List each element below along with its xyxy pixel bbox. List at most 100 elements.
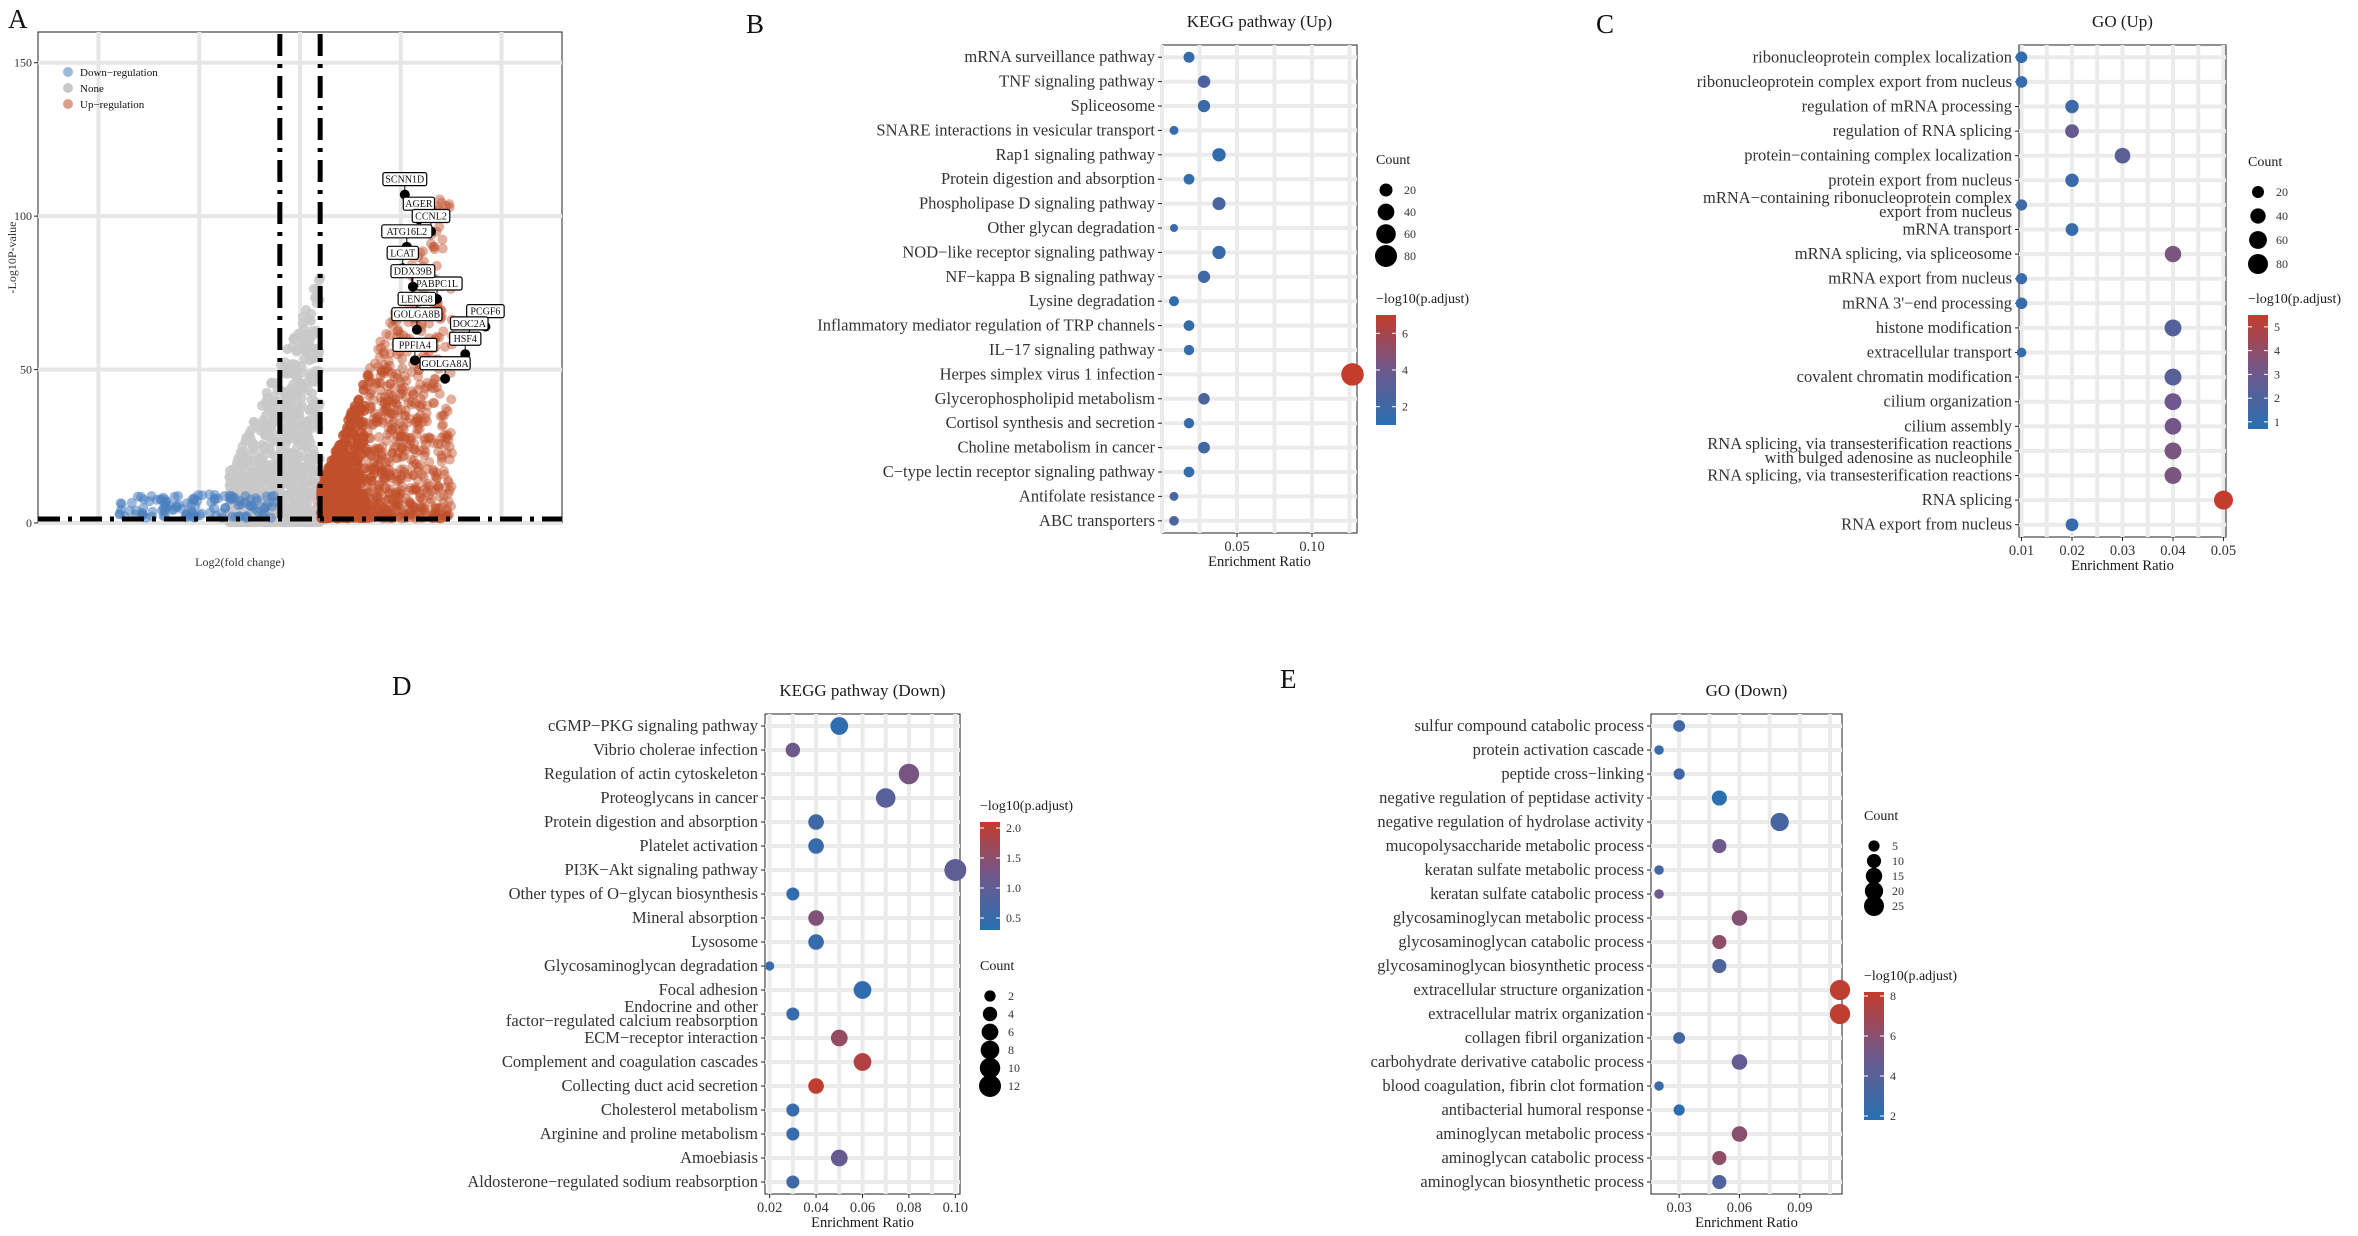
up-point: [396, 443, 407, 454]
up-point: [407, 460, 418, 471]
up-point: [421, 416, 432, 427]
legend-title: Count: [1864, 809, 1898, 824]
up-point: [436, 450, 447, 461]
colorbar: [2248, 315, 2268, 429]
up-point: [351, 493, 362, 504]
up-point: [385, 427, 396, 438]
up-point: [337, 495, 348, 506]
up-point: [419, 484, 430, 495]
up-point: [370, 495, 381, 506]
up-point: [345, 426, 356, 437]
none-point: [248, 416, 259, 427]
up-point: [438, 419, 449, 430]
x-tick-label: 0.10: [1299, 539, 1324, 555]
up-point: [383, 505, 394, 516]
up-point: [375, 336, 386, 347]
up-point: [353, 440, 364, 451]
up-point: [428, 397, 439, 408]
up-point: [413, 420, 424, 431]
up-point: [381, 435, 392, 446]
up-point: [415, 459, 426, 470]
up-point: [368, 395, 379, 406]
up-point: [382, 507, 393, 518]
legend-label: 6: [1890, 1029, 1896, 1043]
legend-key: [1379, 183, 1393, 197]
up-point: [393, 448, 404, 459]
up-point: [371, 508, 382, 519]
up-point: [428, 241, 439, 252]
up-point: [397, 353, 408, 364]
up-point: [401, 375, 412, 386]
down-point: [169, 491, 180, 502]
category-label: peptide cross−linking: [1501, 764, 1644, 783]
up-point: [366, 385, 377, 396]
up-point: [440, 439, 451, 450]
up-point: [415, 503, 426, 514]
up-point: [436, 502, 447, 513]
chart-title: GO (Up): [2092, 12, 2153, 31]
legend-label: 4: [1008, 1007, 1014, 1021]
up-point: [383, 453, 394, 464]
up-point: [394, 492, 405, 503]
up-point: [434, 221, 445, 232]
up-point: [420, 505, 431, 516]
data-point: [1673, 768, 1685, 780]
none-point: [268, 410, 279, 421]
category-label: extracellular transport: [1867, 343, 2013, 362]
up-point: [394, 328, 405, 339]
up-point: [374, 487, 385, 498]
data-point: [2065, 99, 2079, 114]
x-tick-label: 0.05: [2211, 543, 2236, 559]
gene-label: LENG8: [401, 294, 433, 305]
up-point: [366, 463, 377, 474]
panel-e: E GO (Down) sulfur compound catabolic proc…: [1280, 664, 1957, 1231]
up-point: [337, 430, 348, 441]
up-point: [369, 358, 380, 369]
none-point: [298, 469, 309, 480]
up-point: [370, 464, 381, 475]
up-point: [372, 417, 383, 428]
data-point: [808, 910, 824, 926]
up-point: [422, 464, 433, 475]
up-point: [426, 238, 437, 249]
up-point: [443, 496, 454, 507]
up-point: [394, 431, 405, 442]
up-point: [373, 377, 384, 388]
data-point: [1673, 720, 1686, 732]
up-point: [333, 483, 344, 494]
none-point: [282, 362, 293, 373]
up-point: [396, 431, 407, 442]
up-point: [412, 424, 423, 435]
category-label: ECM−receptor interaction: [584, 1028, 758, 1047]
up-point: [388, 444, 399, 455]
gene-label: HSF4: [454, 334, 477, 345]
up-point: [442, 406, 453, 417]
legend-key: [979, 1075, 1001, 1097]
none-point: [308, 463, 319, 474]
up-point: [413, 462, 424, 473]
legend-key: [980, 1040, 1000, 1060]
up-point: [373, 498, 384, 509]
data-point: [786, 1007, 800, 1021]
up-point: [403, 442, 414, 453]
category-label: ribonucleoprotein complex localization: [1753, 47, 2012, 66]
none-point: [292, 410, 303, 421]
color-legend: −log10(p.adjust) 2 4 6 8: [1864, 969, 1957, 1123]
up-point: [374, 479, 385, 490]
up-point: [377, 465, 388, 476]
legend-label: 5: [1892, 839, 1898, 853]
none-point: [287, 451, 298, 462]
none-point: [225, 474, 236, 485]
data-point: [1212, 148, 1226, 162]
up-point: [422, 486, 433, 497]
gene-label: CCNL2: [415, 211, 447, 222]
up-point: [400, 445, 411, 456]
panel-b: B KEGG pathway (Up) mRNA surveillance path…: [746, 9, 1469, 570]
up-point: [384, 484, 395, 495]
up-point: [385, 389, 396, 400]
up-point: [377, 465, 388, 476]
data-point: [1198, 393, 1210, 405]
category-label: mRNA transport: [1902, 220, 2012, 239]
up-point: [403, 496, 414, 507]
